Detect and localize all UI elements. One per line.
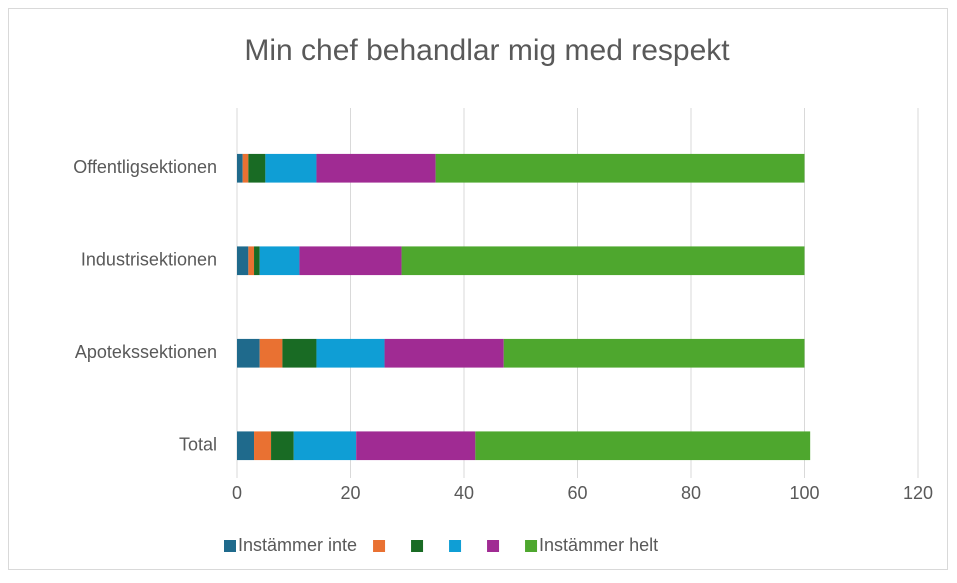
x-tick-label: 100 [789,483,819,503]
x-tick-label: 20 [340,483,360,503]
bar-segment [242,153,249,183]
bar-segment [475,431,811,461]
bar-segment [237,246,249,276]
bar-segment [259,246,300,276]
bar-segment [293,431,357,461]
legend-label: Instämmer inte [238,535,357,555]
legend-swatch [487,540,500,552]
y-tick-label: Offentligsektionen [73,157,217,177]
bar-segment [254,431,272,461]
x-tick-label: 40 [454,483,474,503]
x-tick-label: 80 [681,483,701,503]
y-tick-label: Apotekssektionen [75,342,217,362]
bar-segment [271,431,294,461]
bar-segment [254,246,260,276]
x-tick-label: 60 [567,483,587,503]
y-tick-label: Industrisektionen [81,250,217,270]
bar-segment [435,153,805,183]
bar-segment [237,338,260,368]
x-tick-label: 120 [903,483,933,503]
legend-swatch [411,540,424,552]
bar-segment [299,246,402,276]
bar-segment [384,338,504,368]
bar-segment [237,431,255,461]
chart-title: Min chef behandlar mig med respekt [244,34,730,67]
bar-segment [356,431,476,461]
y-tick-label: Total [179,435,217,455]
bar-segment [316,153,436,183]
bar-segment [265,153,317,183]
legend-swatch [449,540,462,552]
bar-segment [248,246,255,276]
legend-label: Instämmer helt [539,535,658,555]
legend-swatch [525,540,538,552]
bar-segment [259,338,283,368]
bar-segment [401,246,805,276]
legend-swatch [224,540,236,552]
chart-border [8,8,948,570]
bar-segment [282,338,317,368]
bar-segment [316,338,385,368]
legend-swatch [373,540,386,552]
bar-segment [248,153,266,183]
bar-segment [503,338,805,368]
x-tick-label: 0 [232,483,242,503]
bar-segment [237,153,243,183]
